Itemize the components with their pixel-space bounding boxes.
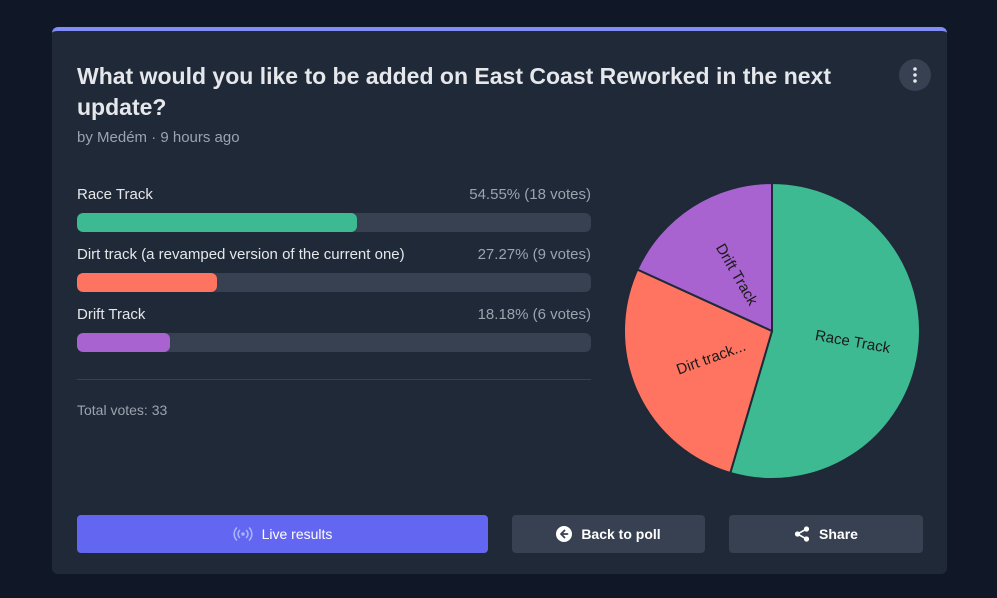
back-to-poll-label: Back to poll xyxy=(581,526,661,542)
live-results-button[interactable]: Live results xyxy=(77,515,488,553)
option-stat: 27.27% (9 votes) xyxy=(477,246,591,263)
option-stat: 54.55% (18 votes) xyxy=(469,186,591,203)
share-button[interactable]: Share xyxy=(729,515,923,553)
progress-bar xyxy=(77,333,591,352)
progress-bar xyxy=(77,213,591,232)
live-results-label: Live results xyxy=(261,526,333,542)
option-stat: 18.18% (6 votes) xyxy=(477,306,591,323)
option-label: Dirt track (a revamped version of the cu… xyxy=(77,246,405,263)
option-label: Race Track xyxy=(77,186,153,203)
poll-option-drift-track: Drift Track 18.18% (6 votes) xyxy=(77,305,591,352)
more-options-button[interactable] xyxy=(899,59,931,91)
broadcast-icon xyxy=(233,527,253,541)
progress-bar-fill xyxy=(77,273,218,292)
poll-title: What would you like to be added on East … xyxy=(77,63,831,120)
arrow-left-circle-icon xyxy=(556,526,573,542)
share-label: Share xyxy=(819,526,858,542)
divider xyxy=(77,379,591,380)
progress-bar xyxy=(77,273,591,292)
pie-slice-dirt-track xyxy=(623,268,774,475)
back-to-poll-button[interactable]: Back to poll xyxy=(512,515,705,553)
progress-bar-fill xyxy=(77,333,171,352)
share-icon xyxy=(794,526,810,542)
total-votes: Total votes: 33 xyxy=(77,402,168,418)
option-label: Drift Track xyxy=(77,306,146,323)
more-vertical-icon xyxy=(913,67,917,83)
poll-option-dirt-track: Dirt track (a revamped version of the cu… xyxy=(77,245,591,292)
pie-slice-race-track xyxy=(729,181,921,480)
poll-option-race-track: Race Track 54.55% (18 votes) xyxy=(77,185,591,232)
progress-bar-fill xyxy=(77,213,358,232)
poll-card: What would you like to be added on East … xyxy=(52,27,947,574)
poll-meta: by Medém · 9 hours ago xyxy=(77,129,240,146)
pie-slice-drift-track xyxy=(636,181,773,333)
